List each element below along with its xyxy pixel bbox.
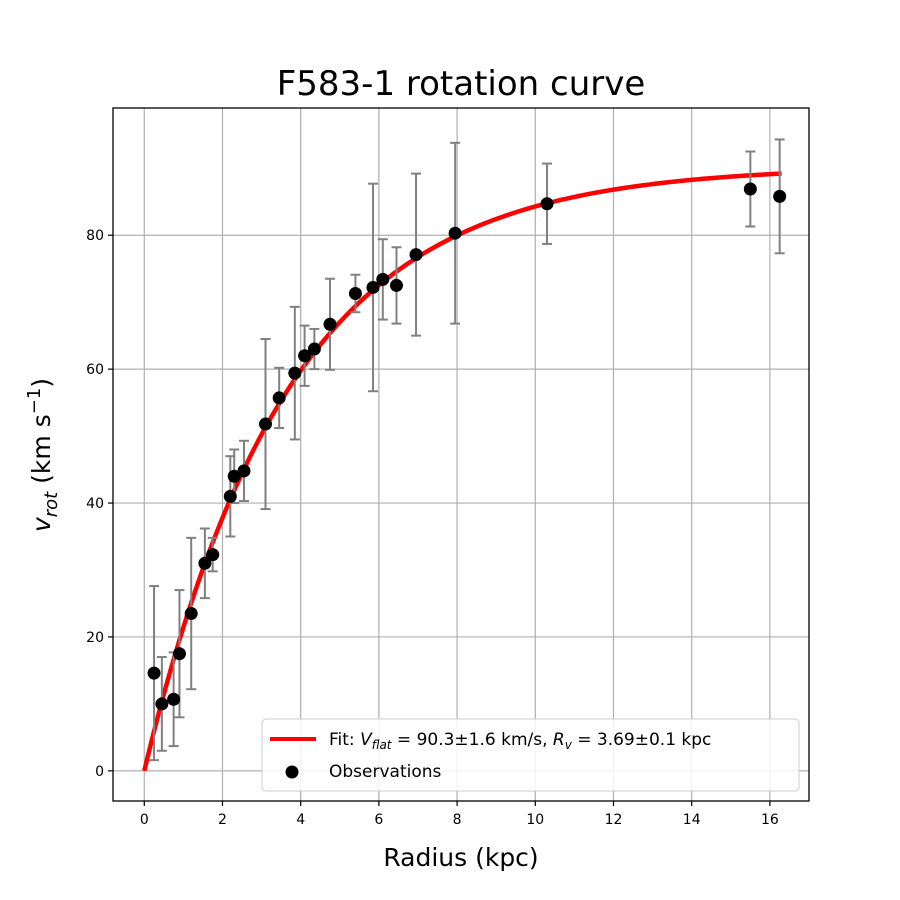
observation-point bbox=[184, 607, 198, 621]
y-axis-label-subscript: rot bbox=[41, 491, 62, 517]
observation-point bbox=[448, 226, 462, 240]
x-tick-label: 6 bbox=[374, 812, 383, 828]
observation-point bbox=[323, 317, 337, 331]
x-tick-label: 12 bbox=[605, 812, 623, 828]
x-tick-label: 4 bbox=[296, 812, 305, 828]
legend-fit-prefix: Fit: bbox=[329, 730, 360, 750]
observation-point bbox=[743, 182, 757, 196]
y-tick-label: 80 bbox=[86, 228, 104, 244]
observation-point bbox=[307, 342, 321, 356]
observation-point bbox=[237, 464, 251, 478]
y-axis-label-symbol: v bbox=[27, 516, 56, 532]
observation-points-layer bbox=[147, 182, 787, 711]
x-tick-label: 10 bbox=[526, 812, 544, 828]
x-axis-ticks: 0 2 4 6 8 10 12 14 16 bbox=[140, 801, 779, 828]
x-tick-label: 2 bbox=[218, 812, 227, 828]
observation-point bbox=[773, 189, 787, 203]
observation-point bbox=[272, 391, 286, 405]
legend: Fit: Vflat = 90.3±1.6 km/s, Rv = 3.69±0.… bbox=[261, 718, 800, 792]
observation-point bbox=[223, 489, 237, 503]
legend-vflat-value: = 90.3±1.6 km/s, bbox=[392, 730, 553, 750]
observation-point bbox=[147, 666, 161, 680]
y-tick-label: 40 bbox=[86, 496, 104, 512]
y-axis-label-units-close: ) bbox=[27, 378, 56, 388]
observation-point bbox=[258, 417, 272, 431]
observation-point bbox=[288, 366, 302, 380]
legend-rv-value: = 3.69±0.1 kpc bbox=[572, 730, 712, 750]
observation-point bbox=[198, 556, 212, 570]
legend-vflat-symbol: V bbox=[360, 730, 373, 750]
y-axis-label-units: (km s bbox=[27, 414, 56, 492]
observation-point bbox=[167, 692, 181, 706]
legend-observations-marker bbox=[285, 765, 299, 779]
observation-point bbox=[227, 469, 241, 483]
observation-point bbox=[206, 548, 220, 562]
y-axis-label: vrot (km s−1) bbox=[24, 378, 62, 532]
y-tick-label: 0 bbox=[95, 764, 104, 780]
observation-point bbox=[155, 697, 169, 711]
y-tick-label: 20 bbox=[86, 630, 104, 646]
observation-point bbox=[389, 278, 403, 292]
x-tick-label: 16 bbox=[761, 812, 779, 828]
legend-rv-symbol: R bbox=[553, 730, 565, 750]
x-tick-label: 8 bbox=[453, 812, 462, 828]
observation-point bbox=[540, 197, 554, 211]
legend-vflat-subscript: flat bbox=[372, 738, 393, 752]
observation-point bbox=[172, 647, 186, 661]
chart-title: F583-1 rotation curve bbox=[277, 64, 646, 104]
legend-box bbox=[261, 718, 800, 792]
observation-point bbox=[366, 280, 380, 294]
legend-observations-label: Observations bbox=[329, 762, 442, 782]
y-tick-label: 60 bbox=[86, 362, 104, 378]
fit-curve bbox=[142, 171, 782, 772]
legend-rv-subscript: v bbox=[565, 738, 573, 752]
observation-point bbox=[376, 272, 390, 286]
x-tick-label: 14 bbox=[683, 812, 701, 828]
observation-point bbox=[348, 286, 362, 300]
observation-point bbox=[298, 349, 312, 363]
observation-point bbox=[409, 248, 423, 262]
fit-curve-layer bbox=[142, 171, 782, 772]
legend-fit-label: Fit: Vflat = 90.3±1.6 km/s, Rv = 3.69±0.… bbox=[329, 730, 711, 752]
x-axis-label: Radius (kpc) bbox=[383, 843, 538, 872]
plot-frame bbox=[112, 107, 810, 802]
x-tick-label: 0 bbox=[140, 812, 149, 828]
y-axis-ticks: 0 20 40 60 80 bbox=[86, 228, 113, 780]
y-axis-label-superscript: −1 bbox=[24, 388, 45, 415]
